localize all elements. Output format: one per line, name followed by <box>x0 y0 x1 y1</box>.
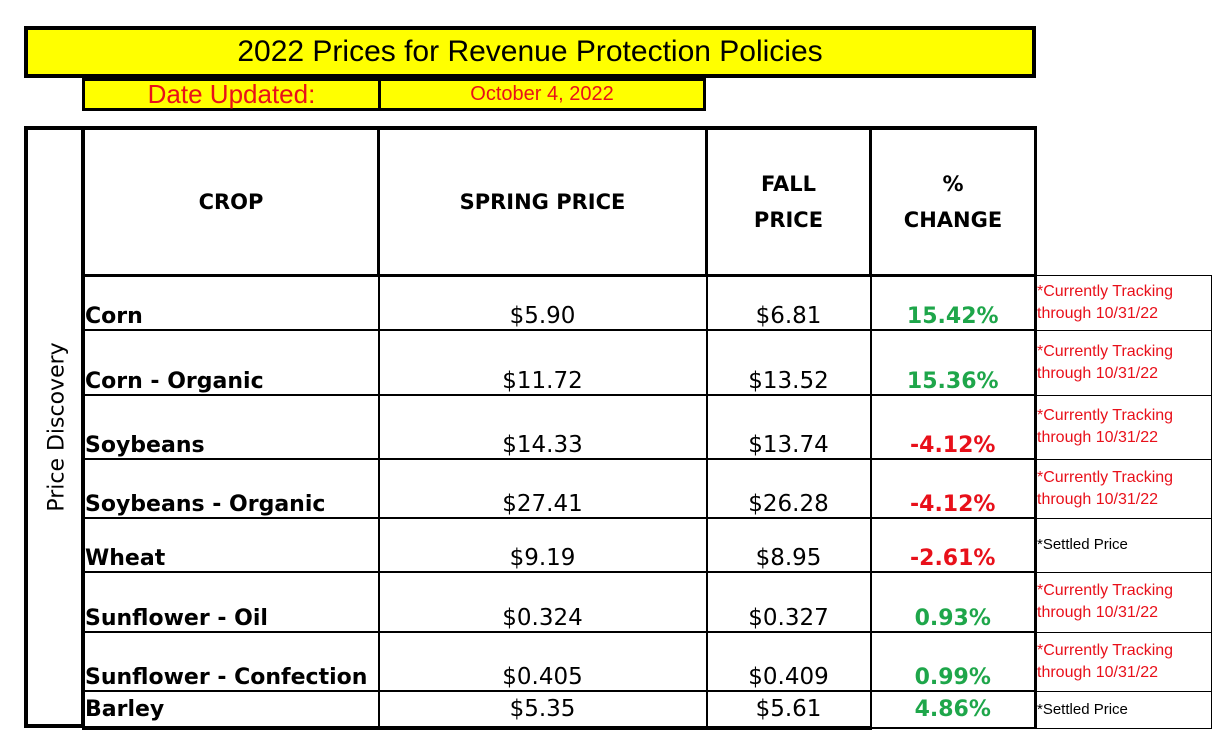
pct-change: 15.42% <box>869 274 1037 331</box>
table-row: Soybeans - Organic $27.41 $26.28 -4.12% … <box>82 458 1212 519</box>
header-spring-price: SPRING PRICE <box>377 126 708 277</box>
spring-price: $0.324 <box>377 571 708 633</box>
crop-name: Barley <box>82 690 380 730</box>
table-row: Sunflower - Confection $0.405 $0.409 0.9… <box>82 631 1212 692</box>
spring-price: $0.405 <box>377 631 708 692</box>
pct-change: -4.12% <box>869 394 1037 460</box>
spring-price: $27.41 <box>377 458 708 519</box>
table-row: Wheat $9.19 $8.95 -2.61% *Settled Price <box>82 517 1212 573</box>
pct-change: -4.12% <box>869 458 1037 519</box>
crop-name: Corn <box>82 274 380 331</box>
crop-name: Wheat <box>82 517 380 573</box>
status-note: *Settled Price <box>1035 690 1212 729</box>
pct-change: 0.99% <box>869 631 1037 692</box>
pct-change: 0.93% <box>869 571 1037 633</box>
fall-price: $26.28 <box>705 458 872 519</box>
table-row: Soybeans $14.33 $13.74 -4.12% *Currently… <box>82 394 1212 460</box>
header-note-blank <box>1034 128 1212 275</box>
pct-change: 4.86% <box>869 690 1037 729</box>
fall-price: $0.409 <box>705 631 872 692</box>
spring-price: $11.72 <box>377 329 708 396</box>
crop-name: Sunflower - Oil <box>82 571 380 633</box>
header-row: CROP SPRING PRICE FALL PRICE % CHANGE <box>82 126 1212 277</box>
status-note: *Currently Tracking through 10/31/22 <box>1035 458 1212 519</box>
status-note: *Currently Tracking through 10/31/22 <box>1035 329 1212 396</box>
prices-table: CROP SPRING PRICE FALL PRICE % CHANGE Corn… <box>82 126 1212 730</box>
side-label: Price Discovery <box>44 342 70 512</box>
header-crop: CROP <box>82 126 380 277</box>
status-note: *Currently Tracking through 10/31/22 <box>1035 274 1212 331</box>
date-updated-label: Date Updated: <box>85 79 381 109</box>
header-pct-change: % CHANGE <box>869 126 1037 277</box>
spring-price: $9.19 <box>377 517 708 573</box>
date-updated-value: October 4, 2022 <box>470 83 614 105</box>
header-fall-price: FALL PRICE <box>705 126 872 277</box>
date-updated-row: Date Updated: October 4, 2022 <box>82 78 706 111</box>
status-note: *Currently Tracking through 10/31/22 <box>1035 631 1212 692</box>
spring-price: $5.90 <box>377 274 708 331</box>
fall-price: $6.81 <box>705 274 872 331</box>
status-note: *Settled Price <box>1035 517 1212 573</box>
pct-change: -2.61% <box>869 517 1037 573</box>
fall-price: $13.52 <box>705 329 872 396</box>
status-note: *Currently Tracking through 10/31/22 <box>1035 571 1212 633</box>
page-title: 2022 Prices for Revenue Protection Polic… <box>24 26 1036 78</box>
fall-price: $13.74 <box>705 394 872 460</box>
spring-price: $5.35 <box>377 690 708 730</box>
status-note: *Currently Tracking through 10/31/22 <box>1035 394 1212 460</box>
fall-price: $0.327 <box>705 571 872 633</box>
pct-change: 15.36% <box>869 329 1037 396</box>
crop-name: Sunflower - Confection <box>82 631 380 692</box>
spring-price: $14.33 <box>377 394 708 460</box>
table-row: Sunflower - Oil $0.324 $0.327 0.93% *Cur… <box>82 571 1212 633</box>
crop-name: Soybeans - Organic <box>82 458 380 519</box>
table-row: Corn $5.90 $6.81 15.42% *Currently Track… <box>82 274 1212 331</box>
table-row: Corn - Organic $11.72 $13.52 15.36% *Cur… <box>82 329 1212 396</box>
fall-price: $5.61 <box>705 690 872 730</box>
table-row: Barley $5.35 $5.61 4.86% *Settled Price <box>82 690 1212 730</box>
crop-name: Soybeans <box>82 394 380 460</box>
fall-price: $8.95 <box>705 517 872 573</box>
crop-name: Corn - Organic <box>82 329 380 396</box>
side-label-box <box>24 126 84 728</box>
